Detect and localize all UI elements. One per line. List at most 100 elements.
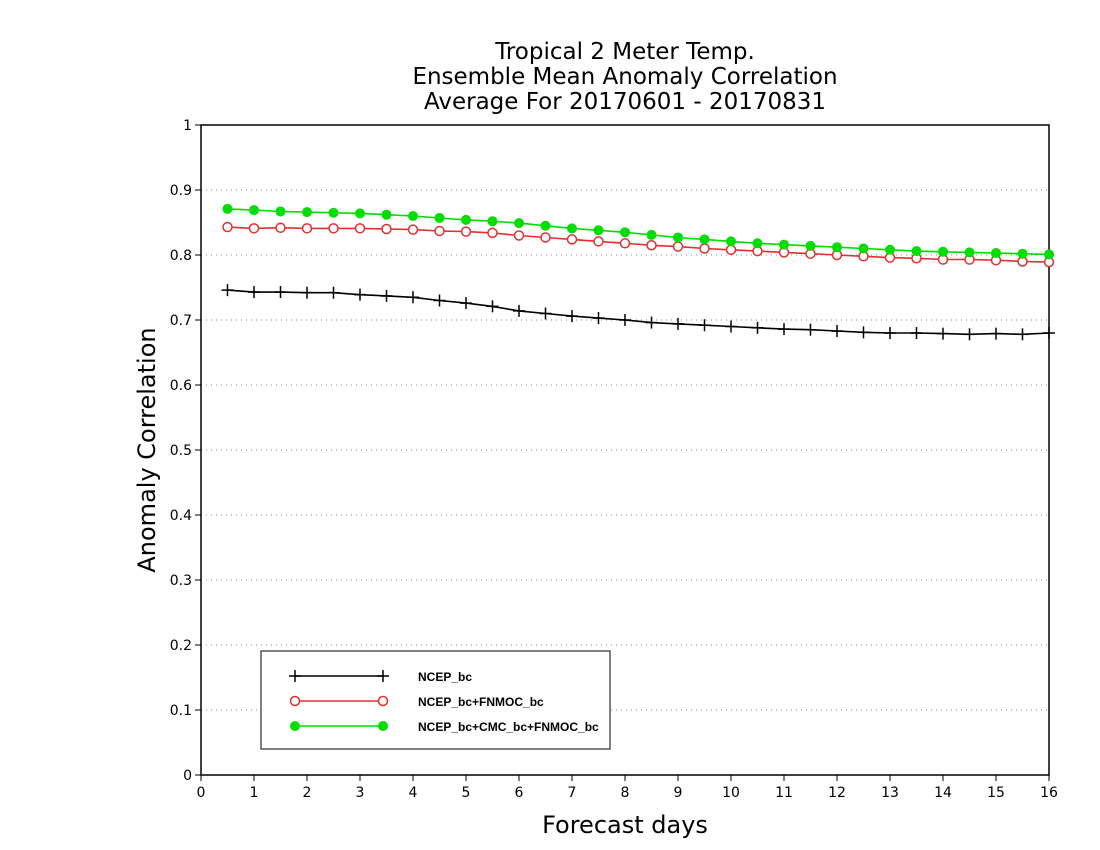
data-point: [275, 222, 286, 233]
data-point: [222, 221, 233, 233]
data-point: [725, 244, 737, 256]
x-tick-label: 11: [775, 785, 793, 801]
y-tick-label: 0.1: [170, 703, 192, 719]
x-tick-label: 3: [356, 785, 365, 801]
data-point: [751, 321, 764, 334]
data-point: [222, 203, 233, 214]
x-tick-label: 2: [303, 785, 312, 801]
legend-box: [260, 650, 611, 750]
chart-title: Tropical 2 Meter Temp. Ensemble Mean Ano…: [412, 39, 837, 115]
data-point: [937, 327, 949, 340]
data-point: [938, 246, 948, 257]
series-line: [227, 226, 1050, 263]
data-point: [433, 294, 446, 307]
data-point: [593, 225, 604, 236]
data-point: [461, 214, 471, 225]
data-point: [248, 286, 260, 299]
data-point: [248, 223, 260, 234]
data-point: [991, 248, 1001, 259]
legend-marker: [377, 695, 389, 707]
legend-label-ncep-cmc-fnmoc: NCEP_bc+CMC_bc+FNMOC_bc: [418, 720, 599, 734]
data-point: [1017, 248, 1028, 259]
data-point: [513, 304, 525, 317]
legend-marker: [378, 721, 388, 731]
legend-sample-2: [289, 695, 389, 707]
data-point: [698, 319, 711, 332]
data-point: [646, 229, 657, 240]
data-point: [434, 225, 445, 237]
y-tick-label: 1: [183, 118, 192, 134]
axis-ticks: 00.10.20.30.40.50.60.70.80.910 1 2 3 4 5 6 7 8 9 1…: [170, 118, 1058, 801]
data-point: [327, 286, 340, 299]
data-point: [857, 326, 870, 339]
y-tick-label: 0.9: [170, 183, 192, 199]
data-point: [752, 238, 763, 249]
x-tick-label: 12: [828, 785, 846, 801]
data-point: [513, 230, 525, 241]
data-point: [699, 234, 710, 245]
data-point: [964, 247, 975, 258]
legend-marker: [289, 670, 301, 682]
y-tick-label: 0.5: [170, 443, 192, 459]
data-point: [514, 218, 524, 229]
x-tick-label: 10: [722, 785, 740, 801]
legend-sample-1: [289, 670, 389, 682]
title-line-3: Average For 20170601 - 20170831: [424, 89, 826, 115]
data-point: [460, 297, 472, 310]
data-point: [487, 227, 498, 239]
data-point: [249, 205, 259, 216]
data-point: [672, 317, 684, 330]
data-point: [778, 323, 790, 336]
data-point: [831, 325, 843, 338]
data-point: [593, 236, 604, 247]
data-point: [328, 207, 339, 218]
data-point: [963, 328, 976, 341]
data-point: [381, 209, 392, 220]
data-point: [434, 212, 445, 223]
legend-sample-3: [290, 721, 388, 731]
series-line: [227, 289, 1050, 336]
x-tick-label: 7: [568, 785, 577, 801]
data-point: [301, 223, 313, 234]
data-point: [725, 320, 737, 333]
data-point: [672, 241, 684, 252]
data-point: [726, 236, 736, 247]
title-line-2: Ensemble Mean Anomaly Correlation: [412, 64, 837, 90]
data-point: [673, 232, 683, 243]
data-point: [620, 227, 630, 238]
data-point: [275, 206, 286, 217]
y-tick-label: 0.4: [170, 508, 192, 524]
data-point: [699, 243, 710, 254]
x-tick-label: 1: [250, 785, 259, 801]
data-point: [646, 240, 657, 251]
x-tick-label: 4: [409, 785, 418, 801]
y-tick-label: 0.7: [170, 313, 192, 329]
data-point: [619, 314, 631, 326]
data-point: [302, 207, 312, 218]
data-point: [645, 316, 658, 329]
data-point: [1044, 249, 1054, 260]
data-point: [355, 208, 365, 219]
data-point: [381, 223, 392, 235]
y-tick-label: 0: [183, 768, 192, 784]
data-point: [779, 239, 789, 250]
x-tick-label: 6: [515, 785, 524, 801]
series-2: [222, 221, 1055, 268]
y-tick-label: 0.2: [170, 638, 192, 654]
data-point: [885, 244, 895, 255]
legend-marker: [290, 721, 300, 731]
data-point: [354, 288, 366, 301]
data-point: [460, 226, 472, 237]
data-point: [911, 246, 922, 257]
data-point: [539, 307, 552, 320]
series-1: [221, 284, 1055, 341]
data-point: [805, 240, 816, 251]
data-point: [407, 291, 419, 304]
data-point: [540, 232, 551, 243]
grid: [201, 189, 1049, 711]
data-point: [567, 223, 577, 234]
x-tick-label: 15: [987, 785, 1005, 801]
x-tick-label: 8: [621, 785, 630, 801]
data-point: [380, 289, 393, 302]
